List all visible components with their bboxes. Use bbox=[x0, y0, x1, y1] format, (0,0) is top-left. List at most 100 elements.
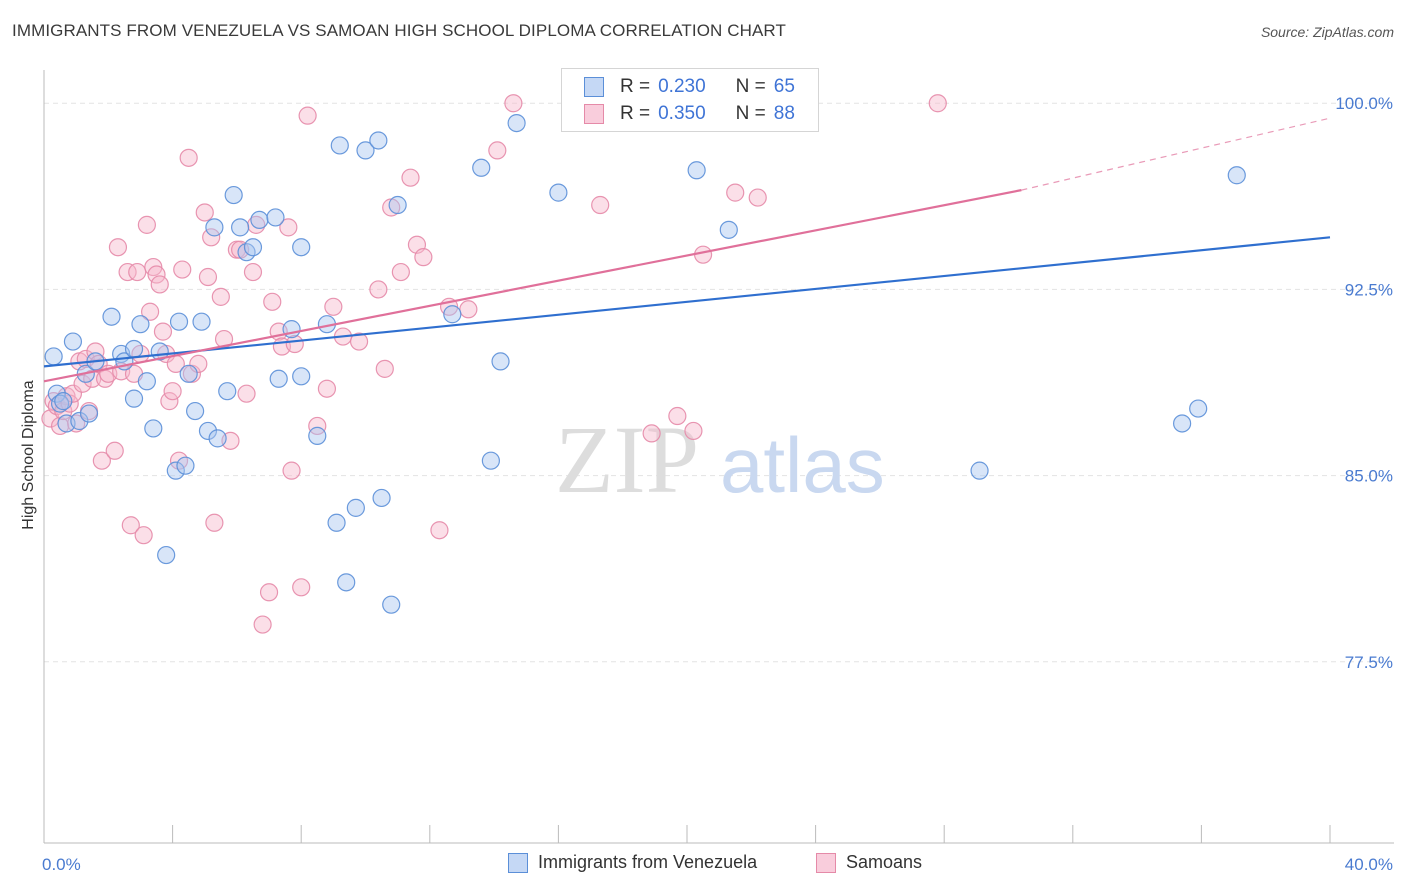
samoans-point bbox=[324, 297, 343, 316]
samoans-point bbox=[163, 382, 182, 401]
venezuela-point bbox=[472, 158, 491, 177]
venezuela-point bbox=[124, 339, 144, 359]
venezuela-point bbox=[205, 218, 224, 237]
venezuela-point bbox=[970, 461, 989, 480]
samoans-point bbox=[205, 513, 224, 532]
samoans-point bbox=[173, 260, 192, 279]
samoans-point bbox=[317, 379, 337, 398]
trend-lines bbox=[43, 117, 1331, 383]
samoans-point bbox=[292, 578, 311, 597]
samoans-point bbox=[189, 354, 208, 373]
venezuela-point bbox=[292, 238, 311, 257]
samoans-point bbox=[279, 218, 298, 237]
r-value: 0.350 bbox=[658, 103, 706, 124]
venezuela-point bbox=[144, 419, 163, 438]
venezuela-point bbox=[218, 382, 237, 401]
legend-item-venezuela[interactable]: Immigrants from Venezuela bbox=[508, 852, 757, 873]
venezuela-point bbox=[327, 513, 346, 532]
samoans-point bbox=[642, 424, 661, 443]
watermark: ZIP atlas bbox=[555, 406, 885, 513]
samoans-point bbox=[504, 94, 523, 113]
venezuela-point bbox=[79, 404, 99, 423]
venezuela-point bbox=[549, 183, 568, 202]
samoans-swatch bbox=[584, 104, 604, 124]
y-tick-label: 100.0% bbox=[1335, 94, 1393, 113]
y-tick-labels: 77.5% 85.0% 92.5% 100.0% bbox=[1335, 94, 1393, 672]
stats-row-samoans: R = 0.350 N = 88 bbox=[584, 101, 795, 127]
samoans-point bbox=[140, 302, 160, 321]
venezuela-legend-swatch bbox=[508, 852, 528, 873]
samoans-point bbox=[202, 228, 221, 247]
venezuela-point bbox=[137, 372, 156, 391]
legend-item-samoans[interactable]: Samoans bbox=[816, 852, 922, 873]
y-tick-label: 85.0% bbox=[1345, 467, 1393, 486]
venezuela-point bbox=[372, 488, 391, 508]
venezuela-point bbox=[308, 426, 327, 445]
samoans-point bbox=[128, 262, 147, 282]
samoans-point bbox=[668, 406, 687, 426]
samoans-point bbox=[748, 188, 767, 207]
venezuela-point bbox=[169, 312, 189, 331]
venezuela-point bbox=[481, 451, 500, 470]
venezuela-point bbox=[507, 113, 526, 133]
samoans-point bbox=[134, 526, 153, 545]
r-label: R = bbox=[620, 76, 651, 97]
venezuela-point bbox=[443, 305, 462, 324]
samoans-point bbox=[375, 359, 394, 378]
venezuela-trend-line bbox=[43, 236, 1331, 368]
venezuela-point bbox=[166, 461, 185, 480]
venezuela-point bbox=[243, 238, 263, 257]
samoans-legend-swatch bbox=[816, 852, 836, 873]
venezuela-point bbox=[157, 545, 176, 565]
venezuela-points bbox=[44, 91, 1246, 614]
legend-label-venezuela: Immigrants from Venezuela bbox=[538, 852, 758, 872]
samoans-point bbox=[253, 615, 272, 634]
y-tick-label: 92.5% bbox=[1345, 280, 1393, 299]
venezuela-point bbox=[231, 218, 250, 237]
samoans-point bbox=[591, 195, 610, 215]
samoans-point bbox=[430, 521, 449, 540]
stats-legend: R = 0.230 N = 65 R = 0.350 N = 88 bbox=[561, 68, 819, 132]
samoans-point bbox=[282, 461, 301, 480]
samoans-point bbox=[121, 516, 140, 535]
venezuela-point bbox=[346, 498, 365, 517]
venezuela-point bbox=[102, 307, 121, 326]
samoans-trend-extension bbox=[1021, 117, 1331, 191]
samoans-point bbox=[150, 275, 169, 294]
samoans-points bbox=[41, 94, 947, 634]
y-axis-label: High School Diploma bbox=[20, 380, 37, 530]
samoans-point bbox=[298, 106, 317, 125]
venezuela-point bbox=[63, 332, 83, 351]
samoans-point bbox=[285, 334, 304, 354]
n-value: 88 bbox=[773, 103, 795, 124]
source-label: Source: ZipAtlas.com bbox=[1260, 24, 1394, 40]
venezuela-point bbox=[356, 141, 375, 160]
samoans-point bbox=[928, 94, 947, 113]
samoans-point bbox=[349, 332, 369, 351]
venezuela-point bbox=[44, 347, 63, 366]
samoans-point bbox=[401, 168, 420, 187]
samoans-point bbox=[195, 203, 214, 222]
venezuela-point bbox=[687, 161, 706, 180]
r-value: 0.230 bbox=[658, 76, 706, 97]
n-value: 65 bbox=[773, 76, 795, 97]
venezuela-point bbox=[491, 352, 510, 371]
venezuela-point bbox=[382, 595, 401, 614]
venezuela-point bbox=[719, 220, 738, 239]
samoans-point bbox=[414, 248, 433, 267]
samoans-point bbox=[179, 148, 198, 167]
venezuela-point bbox=[1189, 399, 1208, 418]
samoans-point bbox=[726, 183, 745, 202]
venezuela-point bbox=[292, 367, 311, 386]
series-legend: Immigrants from Venezuela Samoans bbox=[0, 852, 1406, 878]
venezuela-point bbox=[124, 389, 144, 408]
venezuela-point bbox=[47, 384, 66, 403]
venezuela-point bbox=[70, 411, 89, 431]
venezuela-point bbox=[192, 312, 211, 331]
venezuela-point bbox=[198, 421, 218, 441]
samoans-point bbox=[237, 384, 256, 403]
venezuela-point bbox=[179, 364, 198, 383]
venezuela-point bbox=[337, 573, 356, 592]
legend-label-samoans: Samoans bbox=[846, 852, 923, 872]
